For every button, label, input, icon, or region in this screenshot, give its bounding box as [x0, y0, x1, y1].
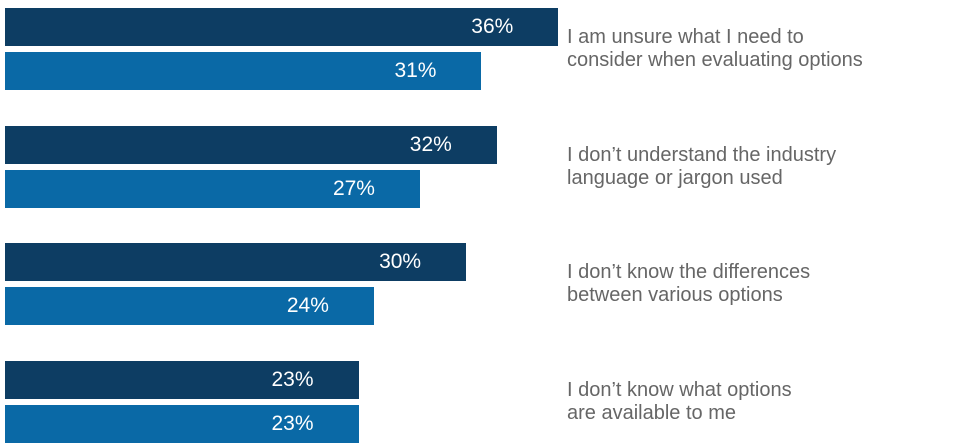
category-label: I don’t know the differences between var…: [567, 261, 811, 306]
category-label: I don’t understand the industry language…: [567, 143, 837, 189]
value-label: 32%: [409, 132, 452, 156]
value-label: 23%: [271, 367, 314, 391]
value-label: 24%: [286, 294, 329, 317]
value-label: 27%: [332, 176, 375, 200]
bar: 27%: [5, 169, 420, 208]
bar: 36%: [5, 8, 559, 46]
bar: 31%: [5, 52, 482, 90]
bar: 23%: [5, 404, 359, 443]
bar: 23%: [5, 360, 359, 399]
value-label: 30%: [379, 250, 422, 273]
value-label: 23%: [271, 411, 314, 435]
bar: 32%: [5, 125, 497, 164]
category-label: I don’t know what options are available …: [567, 378, 792, 424]
bar: 30%: [5, 243, 467, 281]
value-label: 31%: [394, 59, 437, 82]
category-label: I am unsure what I need to consider when…: [567, 26, 863, 71]
value-label: 36%: [471, 15, 514, 38]
bar: 24%: [5, 287, 374, 325]
